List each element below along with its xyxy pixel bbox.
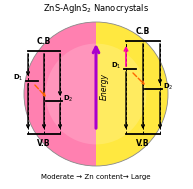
Text: C.B: C.B: [136, 27, 150, 36]
Wedge shape: [24, 22, 96, 166]
Text: D$_1$: D$_1$: [112, 61, 122, 71]
Text: Energy: Energy: [100, 73, 109, 99]
Text: D$_2$: D$_2$: [163, 82, 174, 92]
Text: D$_2$: D$_2$: [63, 94, 74, 104]
Text: Moderate → Zn content→ Large: Moderate → Zn content→ Large: [41, 174, 151, 180]
Wedge shape: [96, 22, 168, 166]
Text: V.B: V.B: [136, 139, 150, 148]
Text: C.B: C.B: [37, 37, 51, 46]
Text: ZnS-AgInS$_2$ Nanocrystals: ZnS-AgInS$_2$ Nanocrystals: [43, 2, 149, 15]
Wedge shape: [96, 44, 146, 144]
Wedge shape: [46, 44, 96, 144]
Text: V.B: V.B: [37, 139, 51, 148]
Text: D$_1$: D$_1$: [14, 73, 24, 83]
